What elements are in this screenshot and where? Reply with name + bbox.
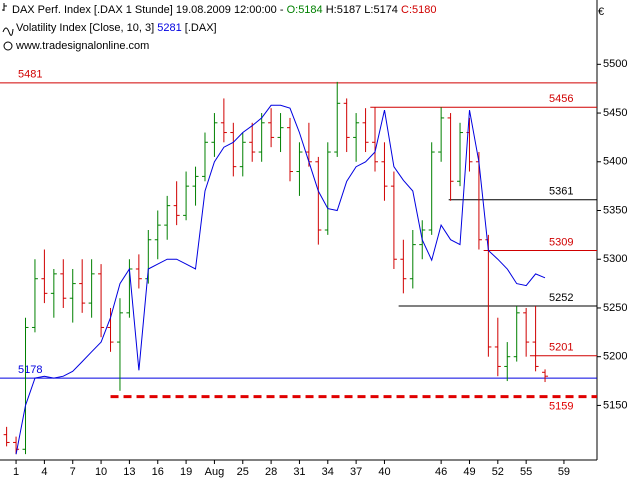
x-tick-label: 16 [152,466,164,478]
y-tick-label: 5500 [603,58,627,70]
level-label: 5456 [549,93,573,105]
x-tick-label: 31 [293,466,305,478]
level-label: 5201 [549,342,573,354]
level-label: 5252 [549,292,573,304]
x-tick-label: 49 [463,466,475,478]
copyright-icon [3,41,13,51]
y-tick-label: 5350 [603,204,627,216]
level-label: 5309 [549,236,573,248]
y-tick-label: 5300 [603,253,627,265]
x-tick-label: 34 [322,466,334,478]
x-tick-label: 1 [13,466,19,478]
low-value: L:5174 [364,4,398,16]
high-value: H:5187 [326,4,361,16]
website: www.tradesignalonline.com [15,40,149,52]
level-label: 5178 [18,364,42,376]
x-tick-label: 52 [492,466,504,478]
instrument: DAX Perf. Index [.DAX 1 Stunde] 19.08.20… [12,4,436,16]
indicator-suffix: [.DAX] [185,22,217,34]
indicator-name: Volatility Index [Close, 10, 3] [16,22,154,34]
y-tick-label: 5150 [603,399,627,411]
x-tick-label: 25 [237,466,249,478]
indicator-value: 5281 [157,22,181,34]
x-tick-label: 7 [70,466,76,478]
y-tick-label: 5450 [603,107,627,119]
instrument-name: DAX Perf. Index [.DAX 1 Stunde] 19.08.20… [12,4,284,16]
header: DAX Perf. Index [.DAX 1 Stunde] 19.08.20… [2,3,604,52]
x-tick-label: 37 [350,466,362,478]
indicator: Volatility Index [Close, 10, 3] 5281 [.D… [16,22,217,34]
x-tick-label: 40 [378,466,390,478]
x-tick-label: 13 [123,466,135,478]
bar-icon [2,3,7,11]
y-tick-label: 5250 [603,302,627,314]
x-tick-label: 46 [435,466,447,478]
x-tick-label: 28 [265,466,277,478]
line-icon [2,27,14,36]
open-value: O:5184 [287,4,323,16]
x-tick-label: 10 [95,466,107,478]
x-tick-label: 59 [558,466,570,478]
y-tick-label: 5200 [603,351,627,363]
level-label: 5361 [549,186,573,198]
x-tick-label: Aug [205,466,225,478]
x-tick-label: 4 [41,466,47,478]
close-value: C:5180 [401,4,436,16]
x-tick-label: 55 [520,466,532,478]
x-tick-label: 19 [180,466,192,478]
indicator-line [15,104,546,455]
currency: € [598,6,604,18]
level-label: 5481 [18,69,42,81]
y-tick-label: 5400 [603,156,627,168]
level-label: 5159 [549,401,573,413]
